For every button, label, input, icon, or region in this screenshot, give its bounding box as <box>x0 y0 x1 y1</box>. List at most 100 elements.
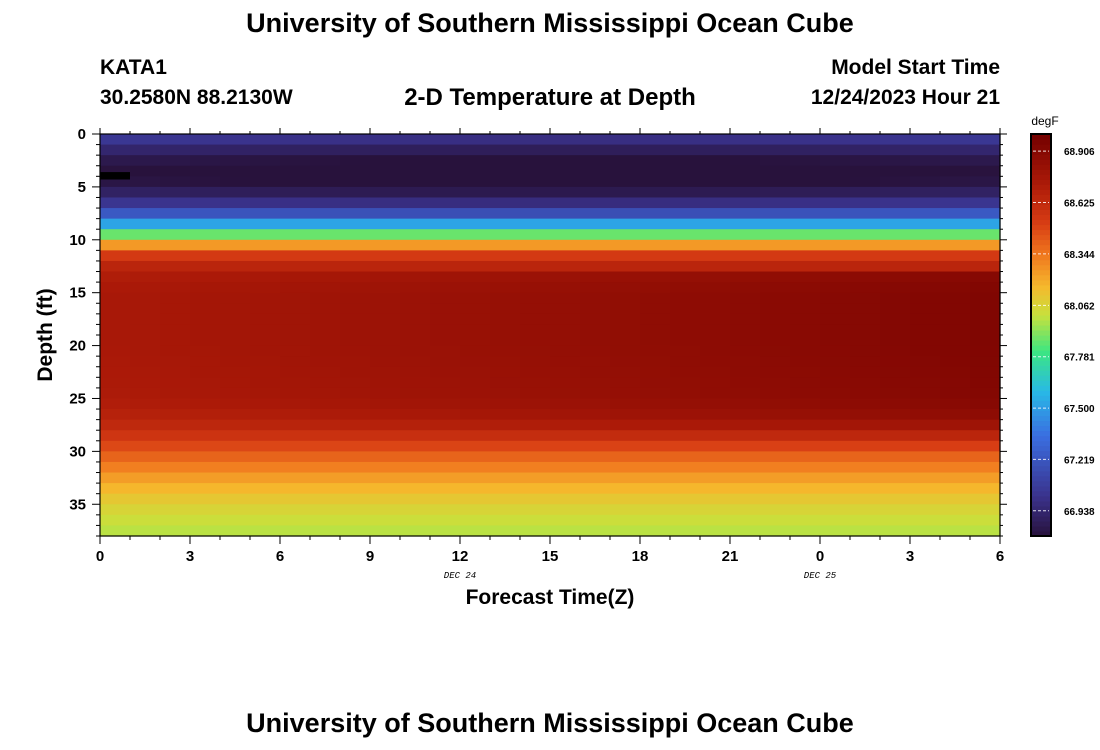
heatmap-cell <box>550 387 581 400</box>
heatmap-cell <box>580 324 611 336</box>
heatmap-cell <box>490 493 521 505</box>
heatmap-cell <box>940 218 971 230</box>
heatmap-cell <box>280 134 311 146</box>
heatmap-cell <box>340 208 371 220</box>
heatmap-cell <box>190 451 221 463</box>
heatmap-cell <box>490 525 521 537</box>
heatmap-cell <box>370 229 401 241</box>
heatmap-cell <box>640 239 671 251</box>
heatmap-cell <box>310 483 341 495</box>
heatmap-cell <box>220 282 251 294</box>
colorbar-segment <box>1031 430 1051 437</box>
heatmap-cell <box>100 313 131 326</box>
heatmap-cell <box>760 335 791 347</box>
heatmap-cell <box>730 218 761 230</box>
heatmap-cell <box>340 197 371 209</box>
heatmap-cell <box>970 176 1001 188</box>
heatmap-cell <box>670 504 701 516</box>
heatmap-cell <box>910 398 941 410</box>
heatmap-cell <box>190 483 221 495</box>
heatmap-cell <box>520 345 551 357</box>
heatmap-cell <box>820 472 851 484</box>
heatmap-cell <box>700 292 731 304</box>
heatmap-cell <box>790 366 821 378</box>
heatmap-cell <box>190 461 221 474</box>
heatmap-cell <box>940 451 971 463</box>
colorbar-segment <box>1031 375 1051 381</box>
heatmap-cell <box>610 313 641 326</box>
heatmap-cell <box>370 303 401 315</box>
heatmap-cell <box>130 282 161 294</box>
heatmap-cell <box>400 271 431 283</box>
heatmap-cell <box>550 197 581 209</box>
heatmap-cell <box>610 155 641 167</box>
heatmap-cell <box>520 451 551 463</box>
heatmap-cell <box>280 377 311 389</box>
heatmap-cell <box>250 282 281 294</box>
heatmap-cell <box>700 176 731 188</box>
heatmap-cell <box>700 387 731 400</box>
colorbar-segment <box>1031 530 1051 537</box>
heatmap-cell <box>790 260 821 273</box>
heatmap-cell <box>880 324 911 336</box>
heatmap-cell <box>910 186 941 199</box>
colorbar-tick-label: 66.938 <box>1064 507 1095 518</box>
heatmap-cell <box>820 292 851 304</box>
heatmap-cell <box>490 483 521 495</box>
heatmap-cell <box>520 493 551 505</box>
heatmap-cell <box>610 472 641 484</box>
heatmap-cell <box>340 335 371 347</box>
colorbar-segment <box>1031 335 1051 341</box>
heatmap-cell <box>610 461 641 474</box>
heatmap-cell <box>130 165 161 177</box>
heatmap-cell <box>190 218 221 230</box>
heatmap-cell <box>610 229 641 241</box>
colorbar-tick-label: 68.906 <box>1064 147 1095 158</box>
heatmap-cell <box>130 303 161 315</box>
heatmap-cell <box>550 144 581 156</box>
colorbar-segment <box>1031 350 1051 356</box>
heatmap-cell <box>700 409 731 421</box>
heatmap-cell <box>730 186 761 199</box>
heatmap-cell <box>220 165 251 177</box>
heatmap-cell <box>550 260 581 273</box>
heatmap-cell <box>370 419 401 431</box>
heatmap-cell <box>310 398 341 410</box>
heatmap-cell <box>940 461 971 474</box>
heatmap-cell <box>850 292 881 304</box>
colorbar-unit: degF <box>1031 114 1058 128</box>
heatmap-cell <box>370 377 401 389</box>
heatmap-cell <box>220 451 251 463</box>
heatmap-cell <box>640 303 671 315</box>
heatmap-cell <box>850 197 881 209</box>
heatmap-cell <box>400 260 431 273</box>
heatmap-cell <box>550 186 581 199</box>
heatmap-cell <box>880 250 911 262</box>
colorbar-segment <box>1031 460 1051 467</box>
colorbar-tick-label: 68.344 <box>1064 250 1095 261</box>
heatmap-cell <box>820 377 851 389</box>
heatmap-cell <box>430 366 461 378</box>
y-tick-label: 0 <box>78 126 86 143</box>
heatmap-cell <box>160 335 191 347</box>
heatmap-cell <box>670 303 701 315</box>
heatmap-cell <box>640 271 671 283</box>
heatmap-cell <box>730 493 761 505</box>
heatmap-cell <box>280 282 311 294</box>
heatmap-cell <box>430 313 461 326</box>
heatmap-cell <box>910 176 941 188</box>
heatmap-cell <box>130 430 161 442</box>
heatmap-cell <box>670 419 701 431</box>
heatmap-cell <box>850 409 881 421</box>
heatmap-cell <box>910 313 941 326</box>
heatmap-cell <box>610 504 641 516</box>
heatmap-cell <box>280 504 311 516</box>
heatmap-cell <box>250 144 281 156</box>
heatmap-cell <box>670 250 701 262</box>
heatmap-cell <box>280 197 311 209</box>
heatmap-cell <box>250 377 281 389</box>
heatmap-cell <box>640 345 671 357</box>
heatmap-cell <box>760 461 791 474</box>
heatmap-cell <box>790 409 821 421</box>
heatmap-cell <box>280 335 311 347</box>
